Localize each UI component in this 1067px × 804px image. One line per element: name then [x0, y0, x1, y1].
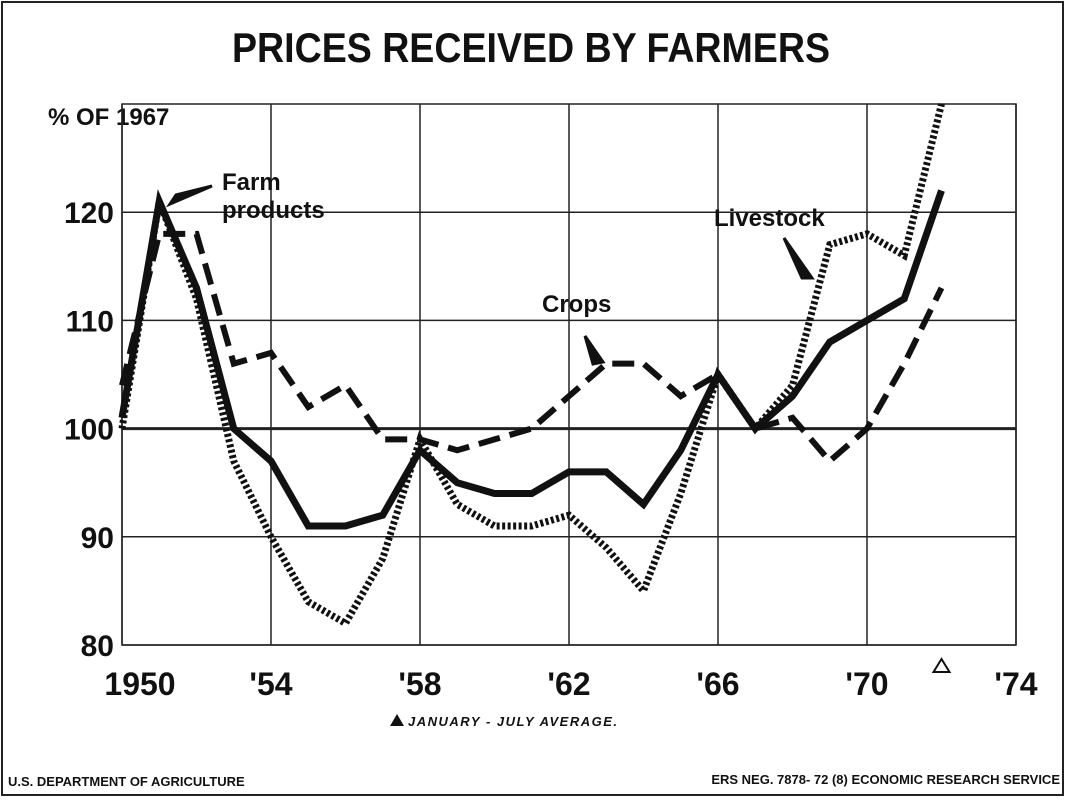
y-tick-label: 110	[66, 305, 114, 338]
series-label: Livestock	[714, 205, 825, 232]
label-pointer	[583, 335, 606, 366]
y-axis-label: % OF 1967	[48, 104, 169, 131]
x-tick-label: '58	[398, 666, 441, 702]
y-tick-label: 90	[81, 522, 114, 555]
series-line	[118, 103, 945, 629]
chart-title: PRICES RECEIVED BY FARMERS	[232, 24, 830, 71]
footnote-marker	[390, 714, 404, 726]
y-tick-label: 120	[64, 197, 114, 230]
x-tick-label: '54	[249, 666, 292, 702]
series-line	[119, 230, 945, 466]
x-tick-label: 1950	[104, 666, 175, 702]
x-tick-label: '62	[547, 666, 590, 702]
series-line	[118, 189, 945, 530]
series-label: Farm products	[222, 169, 325, 224]
source-left: U.S. DEPARTMENT OF AGRICULTURE	[8, 774, 245, 789]
source-right: ERS NEG. 7878- 72 (8) ECONOMIC RESEARCH …	[711, 772, 1060, 787]
partial-year-marker	[931, 657, 952, 673]
series-label: Crops	[542, 291, 611, 318]
label-pointer	[165, 184, 213, 208]
label-pointer	[782, 237, 815, 280]
footnote: JANUARY - JULY AVERAGE.	[408, 714, 619, 729]
y-tick-label: 100	[64, 414, 114, 447]
x-tick-label: '70	[845, 666, 888, 702]
y-tick-label: 80	[81, 630, 114, 663]
x-tick-label: '66	[696, 666, 739, 702]
x-tick-label: '74	[994, 666, 1037, 702]
